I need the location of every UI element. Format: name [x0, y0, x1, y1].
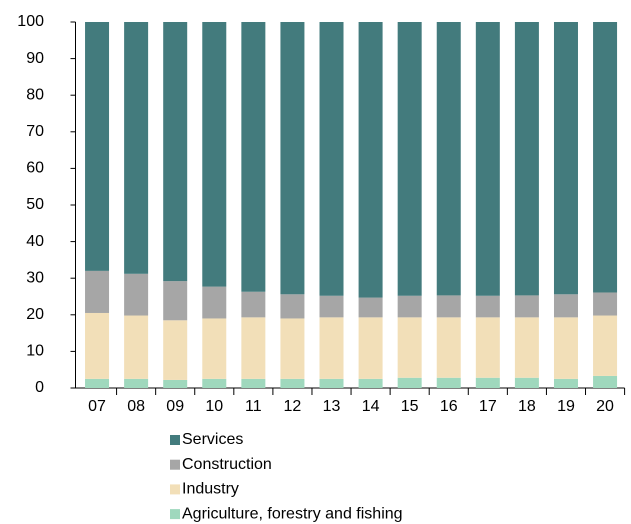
bar-segment: [85, 378, 110, 388]
y-tick-label: 50: [26, 196, 44, 213]
bar-segment: [358, 378, 383, 388]
bar-segment: [475, 317, 500, 378]
bar-segment: [241, 317, 266, 379]
x-tick-label: 17: [479, 398, 497, 415]
y-tick-label: 80: [26, 86, 44, 103]
bar-segment: [514, 295, 539, 318]
bar-segment: [280, 318, 305, 379]
x-tick-label: 13: [323, 398, 341, 415]
bar-segment: [280, 378, 305, 388]
bar-segment: [163, 281, 188, 321]
bar-segment: [124, 315, 149, 379]
bar-segment: [553, 294, 578, 318]
bar-segment: [241, 378, 266, 388]
bar-segment: [202, 378, 227, 388]
bar-segment: [475, 377, 500, 388]
bar-segment: [319, 317, 344, 379]
y-tick-label: 70: [26, 123, 44, 140]
bar-segment: [397, 22, 422, 296]
bar-segment: [397, 317, 422, 378]
legend-swatch: [170, 509, 180, 520]
bar-segment: [475, 295, 500, 318]
x-tick-label: 07: [88, 398, 106, 415]
legend-swatch: [170, 435, 180, 445]
bar-segment: [202, 318, 227, 379]
legend-swatch: [170, 459, 180, 470]
x-tick-label: 14: [362, 398, 380, 415]
bar-segment: [163, 379, 188, 388]
bar-segment: [124, 22, 149, 274]
y-tick-label: 30: [26, 269, 44, 286]
bar-segment: [319, 378, 344, 388]
bar-segment: [436, 22, 461, 296]
x-tick-label: 09: [166, 398, 184, 415]
bar-segment: [514, 377, 539, 388]
y-tick-label: 10: [26, 343, 44, 360]
y-tick-label: 20: [26, 306, 44, 323]
x-tick-label: 11: [245, 398, 262, 415]
bar-segment: [280, 294, 305, 319]
bar-segment: [514, 317, 539, 378]
bar-segment: [436, 295, 461, 318]
y-tick-label: 90: [26, 50, 44, 67]
bar-segment: [85, 270, 110, 313]
bar-segment: [593, 375, 618, 388]
bar-segment: [163, 22, 188, 282]
bar-segment: [163, 320, 188, 380]
legend-label: Industry: [182, 481, 239, 498]
x-tick-label: 12: [284, 398, 302, 415]
bar-segment: [202, 286, 227, 319]
y-tick-label: 60: [26, 160, 44, 177]
bar-segment: [241, 22, 266, 292]
y-tick-label: 0: [35, 379, 44, 396]
bar-segment: [475, 22, 500, 296]
x-tick-label: 10: [205, 398, 223, 415]
bar-segment: [241, 291, 266, 318]
legend-label: Agriculture, forestry and fishing: [182, 505, 403, 522]
bar-segment: [85, 22, 110, 271]
x-tick-label: 18: [518, 398, 536, 415]
bar-segment: [319, 295, 344, 318]
legend-label: Services: [182, 431, 243, 448]
bar-segment: [358, 297, 383, 318]
bar-segment: [358, 22, 383, 298]
bar-segment: [553, 378, 578, 388]
legend-swatch: [170, 484, 180, 495]
y-tick-label: 40: [26, 233, 44, 250]
bar-segment: [202, 22, 227, 287]
bar-segment: [553, 317, 578, 379]
bar-segment: [553, 22, 578, 295]
bar-segment: [436, 377, 461, 388]
bar-segment: [124, 273, 149, 316]
bar-segment: [593, 292, 618, 316]
bar-segment: [358, 317, 383, 379]
bar-segment: [124, 378, 149, 388]
x-tick-label: 20: [596, 398, 614, 415]
bar-segment: [593, 22, 618, 293]
x-tick-label: 16: [440, 398, 458, 415]
x-tick-label: 08: [127, 398, 145, 415]
bar-segment: [514, 22, 539, 296]
bar-segment: [397, 377, 422, 388]
x-tick-label: 15: [401, 398, 419, 415]
legend-label: Construction: [182, 456, 272, 473]
bar-segment: [593, 315, 618, 376]
bar-segment: [397, 295, 422, 318]
bar-segment: [436, 317, 461, 378]
bar-segment: [319, 22, 344, 296]
bar-segment: [280, 22, 305, 295]
bar-segment: [85, 312, 110, 379]
x-tick-label: 19: [557, 398, 575, 415]
y-tick-label: 100: [17, 13, 44, 30]
